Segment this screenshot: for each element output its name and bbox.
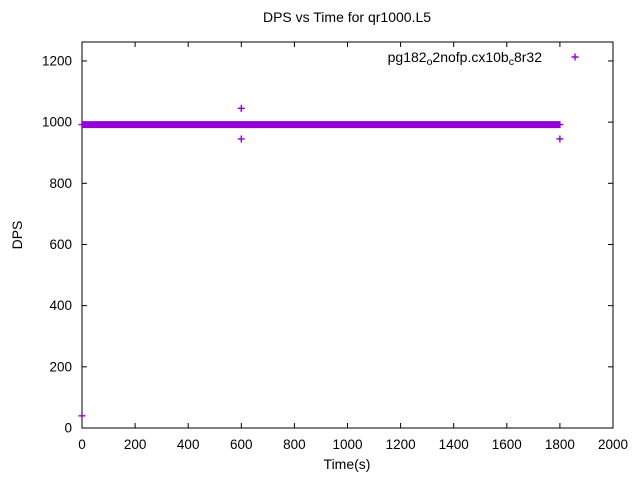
legend-label-part: 2nofp.cx10b [432, 49, 508, 65]
x-tick-label: 1200 [386, 437, 416, 452]
x-tick-label: 1800 [545, 437, 575, 452]
series-pg182o2nofp.cx10bc8r32-points [78, 104, 564, 420]
legend-label-part: 8r32 [514, 49, 542, 65]
x-axis-label: Time(s) [324, 456, 371, 472]
x-tick-label: 1400 [439, 437, 469, 452]
legend: pg182o2nofp.cx10bc8r32 [388, 49, 579, 68]
y-axis-label: DPS [9, 221, 25, 250]
legend-label-subscript: o [427, 56, 433, 68]
legend-entry-label: pg182o2nofp.cx10bc8r32 [388, 49, 543, 68]
plot-border [81, 41, 614, 429]
data-series-layer [78, 104, 564, 420]
y-tick-label: 1200 [42, 53, 72, 68]
y-tick-label: 800 [49, 176, 72, 191]
x-tick-label: 200 [124, 437, 147, 452]
x-tick-label: 600 [230, 437, 253, 452]
x-tick-label: 800 [283, 437, 306, 452]
legend-label-subscript: c [509, 56, 514, 68]
legend-label-part: pg182 [388, 49, 427, 65]
y-tick-label: 1000 [42, 115, 72, 130]
chart-title: DPS vs Time for qr1000.L5 [263, 9, 431, 25]
x-tick-label: 1600 [492, 437, 522, 452]
axes-layer: 0 200 400 600 800 1000 1200 1400 1600 1800 2000 0 20… [42, 41, 628, 452]
y-tick-label: 400 [49, 298, 72, 313]
x-tick-label: 1000 [332, 437, 362, 452]
x-tick-label: 2000 [598, 437, 628, 452]
x-tick-label: 400 [177, 437, 200, 452]
legend-marker-plus-icon [571, 53, 579, 61]
x-tick-label: 0 [78, 437, 86, 452]
y-tick-label: 600 [49, 237, 72, 252]
y-tick-label: 200 [49, 359, 72, 374]
y-tick-label: 0 [64, 421, 72, 436]
